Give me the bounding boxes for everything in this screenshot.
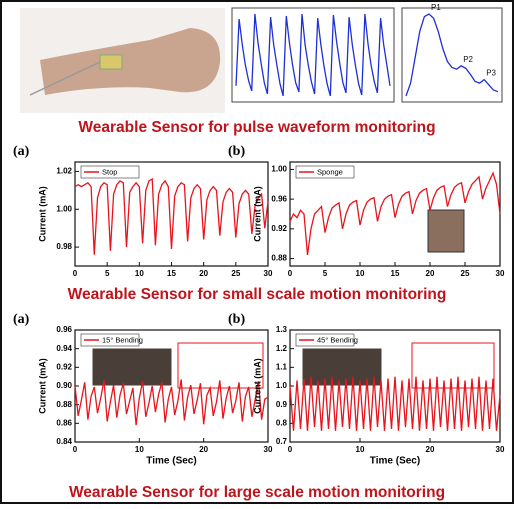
caption: Wearable Sensor for pulse waveform monit… (78, 119, 435, 136)
face-photo (428, 210, 464, 252)
x-tick-label: 10 (356, 445, 365, 454)
y-tick-label: 1.1 (276, 362, 288, 371)
annotation: P3 (486, 69, 496, 78)
y-tick-label: 0.90 (56, 381, 72, 390)
figure: Wearable Sensor for pulse waveform monit… (0, 0, 514, 504)
x-tick-label: 5 (323, 269, 328, 278)
y-tick-label: 0.92 (271, 224, 287, 233)
sensor (100, 55, 122, 69)
panel-label: (a) (13, 312, 30, 327)
x-tick-label: 15 (391, 269, 400, 278)
y-tick-label: 0.84 (56, 437, 72, 446)
x-tick-label: 10 (356, 269, 365, 278)
x-tick-label: 0 (73, 445, 78, 454)
y-tick-label: 1.2 (276, 344, 288, 353)
x-tick-label: 20 (199, 445, 208, 454)
y-tick-label: 0.96 (56, 325, 72, 334)
y-tick-label: 0.86 (56, 418, 72, 427)
x-tick-label: 0 (288, 269, 293, 278)
y-tick-label: 1.00 (56, 204, 72, 213)
inset-plot (412, 343, 494, 388)
x-axis-label: Time (Sec) (370, 456, 420, 467)
panel-label: (b) (228, 144, 245, 159)
x-axis-label: Time (Sec) (146, 456, 196, 467)
x-tick-label: 20 (199, 269, 208, 278)
wrist-photo (20, 8, 225, 113)
y-tick-label: 1.3 (276, 325, 288, 334)
y-tick-label: 0.7 (276, 437, 288, 446)
y-tick-label: 1.0 (276, 381, 288, 390)
y-tick-label: 0.92 (56, 362, 72, 371)
bending-photo (92, 348, 172, 386)
y-tick-label: 1.02 (56, 167, 72, 176)
x-tick-label: 0 (288, 445, 293, 454)
x-tick-label: 30 (496, 445, 505, 454)
legend-label: Stop (102, 167, 117, 176)
x-tick-label: 20 (426, 269, 435, 278)
y-axis-label: Current (mA) (252, 186, 262, 242)
bending-photo (302, 348, 382, 386)
x-tick-label: 15 (167, 269, 176, 278)
annotation: P1 (431, 3, 441, 12)
y-tick-label: 0.88 (271, 254, 287, 263)
x-tick-label: 5 (105, 269, 110, 278)
x-tick-label: 30 (264, 269, 273, 278)
x-tick-label: 25 (231, 269, 240, 278)
y-tick-label: 0.88 (56, 400, 72, 409)
caption: Wearable Sensor for small scale motion m… (68, 286, 447, 303)
y-axis-label: Current (mA) (252, 358, 262, 414)
caption: Wearable Sensor for large scale motion m… (69, 484, 445, 501)
y-axis-label: Current (mA) (37, 186, 47, 242)
legend-label: Sponge (317, 167, 343, 176)
x-tick-label: 10 (135, 269, 144, 278)
y-tick-label: 0.98 (56, 242, 72, 251)
y-axis-label: Current (mA) (37, 358, 47, 414)
y-tick-label: 0.8 (276, 418, 288, 427)
x-tick-label: 30 (496, 269, 505, 278)
x-tick-label: 20 (426, 445, 435, 454)
x-tick-label: 0 (73, 269, 78, 278)
single-pulse-box (402, 8, 502, 102)
y-tick-label: 0.94 (56, 344, 72, 353)
y-tick-label: 0.9 (276, 400, 288, 409)
legend-label: 15° Bending (102, 335, 143, 344)
panel-label: (b) (228, 312, 245, 327)
x-tick-label: 10 (135, 445, 144, 454)
y-tick-label: 0.96 (271, 194, 287, 203)
annotation: P2 (463, 55, 473, 64)
x-tick-label: 25 (461, 269, 470, 278)
x-tick-label: 30 (264, 445, 273, 454)
legend-label: 45° Bending (317, 335, 358, 344)
y-tick-label: 1.00 (271, 165, 287, 174)
panel-label: (a) (13, 144, 30, 159)
